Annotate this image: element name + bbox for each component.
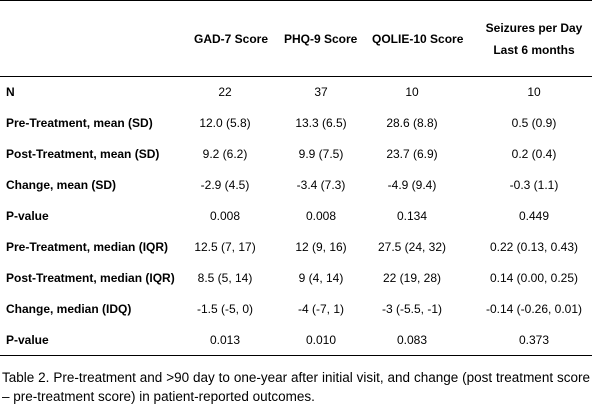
table-caption: Table 2. Pre-treatment and >90 day to on… (2, 369, 590, 404)
cell-qolie10: 27.5 (24, 32) (377, 240, 447, 254)
cell-seizures: 0.14 (0.00, 0.25) (489, 271, 579, 285)
cell-phq9: 9 (4, 14) (298, 271, 344, 285)
table-row: Change, mean (SD) -2.9 (4.5) -3.4 (7.3) … (0, 170, 592, 201)
cell-gad7: 0.008 (209, 209, 241, 223)
row-label: P-value (6, 332, 49, 347)
cell-gad7: 8.5 (5, 14) (197, 271, 253, 285)
cell-qolie10: 23.7 (6.9) (386, 147, 438, 161)
cell-gad7: 0.013 (209, 332, 241, 347)
row-label: Change, median (IDQ) (6, 302, 132, 316)
header-row: GAD-7 Score PHQ-9 Score QOLIE-10 Score S… (0, 0, 592, 77)
cell-gad7: -2.9 (4.5) (200, 178, 250, 192)
outcomes-table: GAD-7 Score PHQ-9 Score QOLIE-10 Score S… (0, 0, 592, 356)
header-seizures: Seizures per Day Last 6 months (476, 1, 592, 77)
header-gad7: GAD-7 Score (194, 31, 269, 46)
header-empty-cell (0, 1, 188, 77)
cell-seizures: 0.22 (0.13, 0.43) (489, 240, 579, 254)
cell-phq9: 0.010 (305, 332, 337, 347)
header-seizures-line1: Seizures per Day (485, 20, 583, 35)
table-header: GAD-7 Score PHQ-9 Score QOLIE-10 Score S… (0, 0, 592, 77)
cell-gad7: 22 (218, 85, 232, 100)
row-label: P-value (6, 209, 49, 223)
cell-seizures: 10 (527, 85, 541, 100)
table-row: N 22 37 10 10 (0, 77, 592, 108)
cell-seizures: 0.5 (0.9) (511, 116, 557, 130)
cell-phq9: 12 (9, 16) (295, 240, 347, 254)
table-row: P-value 0.013 0.010 0.083 0.373 (0, 325, 592, 356)
table-body: N 22 37 10 10 Pre-Treatment, mean (SD) 1… (0, 77, 592, 356)
table-row: Post-Treatment, median (IQR) 8.5 (5, 14)… (0, 263, 592, 294)
table-row: Change, median (IDQ) -1.5 (-5, 0) -4 (-7… (0, 294, 592, 325)
table-row: Post-Treatment, mean (SD) 9.2 (6.2) 9.9 … (0, 139, 592, 170)
cell-qolie10: 0.083 (396, 332, 428, 347)
cell-phq9: -4 (-7, 1) (297, 302, 344, 316)
cell-qolie10: 10 (405, 85, 419, 100)
header-seizures-line2: Last 6 months (493, 42, 575, 57)
cell-qolie10: 0.134 (396, 209, 428, 223)
cell-phq9: 0.008 (305, 209, 337, 223)
row-label: Pre-Treatment, mean (SD) (6, 116, 153, 130)
cell-gad7: -1.5 (-5, 0) (196, 302, 253, 316)
cell-phq9: 37 (314, 85, 328, 100)
header-qolie10: QOLIE-10 Score (372, 31, 464, 46)
cell-seizures: -0.3 (1.1) (509, 178, 559, 192)
row-label: Change, mean (SD) (6, 178, 117, 192)
cell-qolie10: -3 (-5.5, -1) (381, 302, 442, 316)
cell-gad7: 12.5 (7, 17) (194, 240, 256, 254)
cell-phq9: 9.9 (7.5) (298, 147, 344, 161)
row-label: N (6, 85, 15, 100)
cell-gad7: 9.2 (6.2) (202, 147, 248, 161)
row-label: Post-Treatment, mean (SD) (6, 147, 160, 161)
cell-seizures: -0.14 (-0.26, 0.01) (485, 302, 583, 316)
header-phq9: PHQ-9 Score (284, 31, 358, 46)
cell-phq9: -3.4 (7.3) (296, 178, 346, 192)
row-label: Post-Treatment, median (IQR) (6, 271, 175, 285)
table-row: Pre-Treatment, median (IQR) 12.5 (7, 17)… (0, 232, 592, 263)
table-row: P-value 0.008 0.008 0.134 0.449 (0, 201, 592, 232)
cell-qolie10: 22 (19, 28) (382, 271, 442, 285)
cell-gad7: 12.0 (5.8) (199, 116, 251, 130)
cell-qolie10: -4.9 (9.4) (387, 178, 437, 192)
cell-seizures: 0.449 (518, 209, 550, 223)
cell-phq9: 13.3 (6.5) (295, 116, 347, 130)
cell-seizures: 0.2 (0.4) (511, 147, 557, 161)
table-row: Pre-Treatment, mean (SD) 12.0 (5.8) 13.3… (0, 108, 592, 139)
row-label: Pre-Treatment, median (IQR) (6, 240, 169, 254)
cell-qolie10: 28.6 (8.8) (386, 116, 438, 130)
cell-seizures: 0.373 (518, 332, 550, 347)
outcomes-table-container: GAD-7 Score PHQ-9 Score QOLIE-10 Score S… (0, 0, 592, 356)
